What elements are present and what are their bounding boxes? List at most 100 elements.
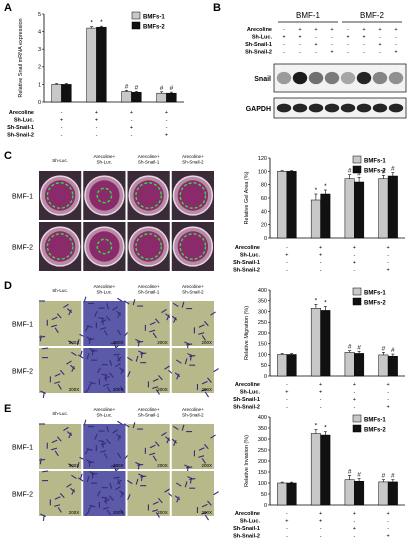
panel-e-column-header: Arecoline+ Sh-Luc. (93, 407, 115, 418)
panel-d-cell (105, 315, 111, 322)
panel-c-sign: - (286, 260, 288, 266)
panel-d-cell (85, 387, 90, 393)
panel-d-cell (120, 368, 124, 375)
panel-d-cell (54, 327, 59, 334)
panel-d-sign: + (353, 382, 356, 388)
panel-d-cell (42, 347, 49, 350)
panel-e-y-tick-label: 50 (261, 492, 267, 498)
panel-e-cell (40, 513, 46, 517)
panel-d-cell (201, 388, 208, 392)
panel-d-cell (172, 302, 179, 308)
panel-b-sign: - (347, 50, 349, 56)
panel-d-cell (152, 386, 159, 389)
panel-a-sign: - (131, 133, 133, 139)
panel-e-legend-label: BMFs-1 (364, 418, 386, 424)
panel-e-y-tick-label: 250 (258, 448, 267, 454)
panel-c-gel-photo-grid: Sh-Luc. Arecoline+ Sh-Luc. Arecoline+ Sh-Sna… (10, 152, 215, 272)
panel-e-sign: - (286, 511, 288, 517)
panel-d-cell (86, 353, 90, 360)
panel-e-column-header: Sh-Luc. (52, 411, 68, 416)
panel-a-bar-bmfs-2-1 (61, 84, 72, 103)
panel-e-significance-mark: # (348, 468, 352, 475)
panel-d-sign: - (353, 405, 355, 411)
panel-e-sign: + (319, 519, 322, 525)
panel-e-cell (201, 511, 208, 515)
panel-e-sign: + (319, 511, 322, 517)
panel-d-magnification-label: 200X (69, 340, 80, 345)
panel-d-cell (71, 365, 75, 372)
panel-e-cell (68, 463, 74, 468)
panel-e-cell (79, 473, 83, 480)
panel-e-photo (39, 424, 82, 469)
panel-e-cell (198, 447, 205, 451)
panel-d-row-label: BMF-1 (12, 322, 33, 329)
panel-e-cell (51, 447, 58, 451)
panel-d-cell (161, 308, 167, 314)
panel-e-bar-bmfs-1-1 (277, 482, 288, 506)
panel-b-sign: - (395, 35, 397, 41)
panel-d-cell (181, 301, 185, 308)
panel-b-gapdh-blot (273, 97, 407, 119)
panel-e-cell (76, 462, 80, 469)
panel-a-sign: + (165, 133, 168, 139)
panel-c-y-axis-label: Relative Gel Area (%) (244, 171, 250, 224)
panel-c-row-label: BMF-2 (12, 245, 33, 252)
panel-e-cell (86, 459, 92, 463)
panel-e-cell (84, 448, 89, 455)
panel-e-cell (101, 441, 104, 448)
panel-d-cell (59, 369, 65, 376)
panel-b-sign: - (299, 42, 301, 48)
panel-c-sign: - (320, 260, 322, 266)
panel-a-significance-mark: * (90, 20, 93, 27)
panel-b-sign: + (346, 35, 349, 41)
panel-e-sign: + (353, 511, 356, 517)
panel-letter-a: A (4, 2, 12, 14)
panel-e-cell (210, 434, 216, 439)
panel-e-cell (126, 479, 133, 485)
panel-e-cell (51, 439, 58, 444)
panel-a-significance-mark: # (160, 85, 164, 92)
panel-e-cell (184, 464, 191, 468)
panel-e-cell (117, 452, 122, 459)
panel-d-sign: - (286, 405, 288, 411)
panel-d-cell (101, 373, 108, 376)
panel-b-sign: + (378, 27, 381, 33)
panel-e-cell (89, 504, 96, 508)
panel-d-sign: - (387, 397, 389, 403)
panel-c-sign: - (320, 268, 322, 274)
panel-e-cell (85, 510, 90, 516)
panel-d-y-tick-label: 200 (258, 331, 267, 337)
panel-d-cell (210, 311, 216, 316)
panel-e-cell (68, 432, 72, 439)
panel-e-sign: - (320, 526, 322, 532)
panel-a-significance-mark: # (170, 85, 174, 92)
panel-e-sign: + (285, 519, 288, 525)
panel-a-y-axis-label: Relative Snail mRNA expression (18, 18, 24, 97)
panel-e-cell (117, 420, 123, 425)
panel-d-cell (89, 348, 96, 352)
panel-d-bar-bmfs-2-1 (286, 354, 297, 377)
panel-b-sign: + (362, 35, 365, 41)
panel-c-gel-outline (179, 182, 207, 209)
panel-d-significance-mark: * (324, 300, 327, 307)
panel-a-legend-swatch (131, 21, 141, 30)
panel-e-invasion-photo-grid: Sh-Luc. Arecoline+ Sh-Luc. Arecoline+ Sh-Sna… (10, 405, 219, 522)
panel-b-sign: + (314, 27, 317, 33)
panel-d-sign: - (387, 390, 389, 396)
panel-d-significance-mark: # (391, 347, 395, 354)
panel-d-legend-swatch (352, 287, 362, 296)
panel-d-cell (106, 303, 110, 310)
panel-b-sign: - (299, 50, 301, 56)
panel-d-cell (132, 299, 136, 306)
panel-e-sign: - (286, 526, 288, 532)
panel-d-cell (100, 319, 107, 323)
panel-c-row-label: Sh-Snail-1 (233, 260, 260, 266)
panel-e-significance-mark: * (315, 423, 318, 430)
panel-a-bar-bmfs-2-2 (96, 26, 107, 103)
panel-c-column-header: Sh-Luc. (52, 158, 68, 163)
panel-d-cell (204, 391, 209, 398)
panel-d-cell (154, 318, 160, 324)
panel-d-cell (103, 375, 110, 380)
panel-a-row-label: Arecoline (9, 110, 34, 116)
panel-e-magnification-label: 200X (157, 463, 168, 468)
